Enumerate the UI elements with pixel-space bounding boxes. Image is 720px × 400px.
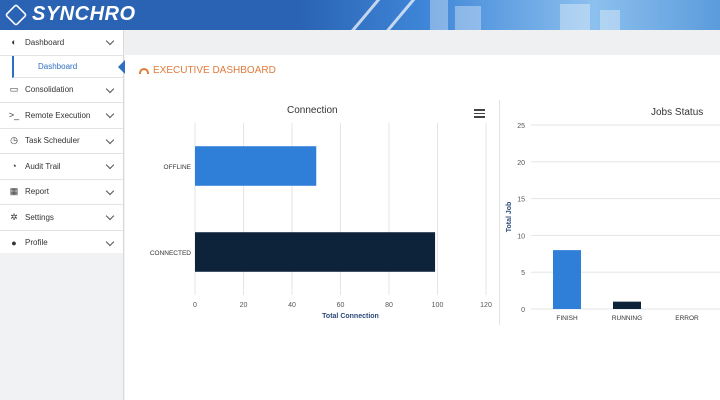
connection-chart-title: Connection [287,105,338,116]
y-category-label: CONNECTED [150,250,191,257]
terminal-icon: >_ [8,110,20,121]
sidebar-subitem-label: Dashboard [38,61,78,71]
sidebar-item-settings[interactable]: ✲ Settings [0,205,123,231]
sidebar-item-task-scheduler[interactable]: ◷ Task Scheduler [0,129,123,154]
x-tick-label: 100 [432,302,444,309]
jobs-status-chart: 0 5 10 15 20 25 FINISH RUNNING ERROR Total Job [506,123,720,322]
x-category-label: ERROR [675,315,699,322]
x-tick-label: 20 [240,302,248,309]
sidebar-item-report[interactable]: ▦ Report [0,180,123,205]
y-category-label: OFFLINE [164,164,192,171]
x-category-label: FINISH [556,315,578,322]
x-category-label: RUNNING [612,315,642,322]
y-axis-title: Total Job [506,202,513,233]
panel-divider [499,100,500,325]
sidebar-item-label: Dashboard [25,37,65,47]
bar-running [613,301,641,309]
header-banner [300,0,720,30]
chevron-down-icon [105,84,115,93]
bar-connected [195,232,436,272]
monitor-icon: ▭ [9,84,19,95]
chevron-down-icon [105,135,115,144]
page-title: EXECUTIVE DASHBOARD [139,65,276,76]
banner-building [455,6,481,30]
banner-building [430,0,448,30]
table-icon: ▦ [9,186,19,197]
y-tick-label: 20 [517,160,525,167]
x-tick-label: 120 [480,302,492,309]
sidebar-item-label: Report [25,187,50,197]
dashboard-panel: EXECUTIVE DASHBOARD Connection 0 20 40 60 80… [125,55,720,400]
sidebar-item-audit-trail[interactable]: ◔ Audit Trail [0,154,123,180]
logo-mark-icon [4,3,28,26]
y-tick-label: 5 [521,270,525,277]
sidebar-subitem-dashboard[interactable]: Dashboard [12,55,125,78]
banner-building [600,10,620,30]
chevron-down-icon [105,186,115,195]
history-icon: ◔ [11,161,17,172]
sidebar-item-label: Profile [25,238,48,248]
y-tick-label: 15 [517,197,525,204]
sidebar-item-label: Audit Trail [25,161,61,171]
chevron-down-icon [105,211,115,221]
connection-chart: 0 20 40 60 80 100 120 OFFLINE CONNECTED Total Con… [150,123,492,320]
chevron-down-icon [105,36,115,46]
brand-name: SYNCHRO [32,3,136,25]
active-marker-icon [118,59,125,74]
sidebar-item-label: Consolidation [25,85,74,95]
brand[interactable]: SYNCHRO [4,3,136,26]
x-tick-label: 0 [193,302,197,309]
chevron-down-icon [105,109,115,119]
y-tick-label: 0 [521,307,525,314]
x-axis-title: Total Connection [322,313,379,320]
y-tick-label: 25 [517,123,525,130]
sidebar-item-label: Settings [25,212,54,222]
top-bar: SYNCHRO [0,0,720,30]
chevron-down-icon [105,237,115,246]
sidebar-item-label: Task Scheduler [25,136,80,146]
clock-icon: ◷ [10,135,18,146]
sidebar-item-label: Remote Execution [25,110,91,120]
sidebar-item-dashboard[interactable]: ◐ Dashboard [0,30,123,56]
sidebar-empty-area [0,253,123,400]
jobs-status-chart-title: Jobs Status [651,107,704,118]
sidebar: ◐ Dashboard Dashboard ▭ Consolidation >_… [0,30,125,400]
x-tick-label: 40 [288,302,296,309]
content-header [125,30,720,55]
gears-icon: ✲ [10,211,18,222]
gauge-icon [139,67,149,74]
sidebar-item-remote-execution[interactable]: >_ Remote Execution [0,103,123,129]
x-tick-label: 60 [337,302,345,309]
user-icon: ● [11,237,17,248]
banner-building [560,4,590,30]
sidebar-item-consolidation[interactable]: ▭ Consolidation [0,78,123,103]
y-tick-label: 10 [517,233,525,240]
bar-offline [195,146,317,186]
x-tick-label: 80 [385,302,393,309]
chevron-down-icon [105,160,115,170]
menu-icon[interactable] [474,109,485,120]
page-title-text: EXECUTIVE DASHBOARD [153,65,276,76]
bar-finish [553,250,581,309]
dashboard-icon: ◐ [11,37,17,48]
